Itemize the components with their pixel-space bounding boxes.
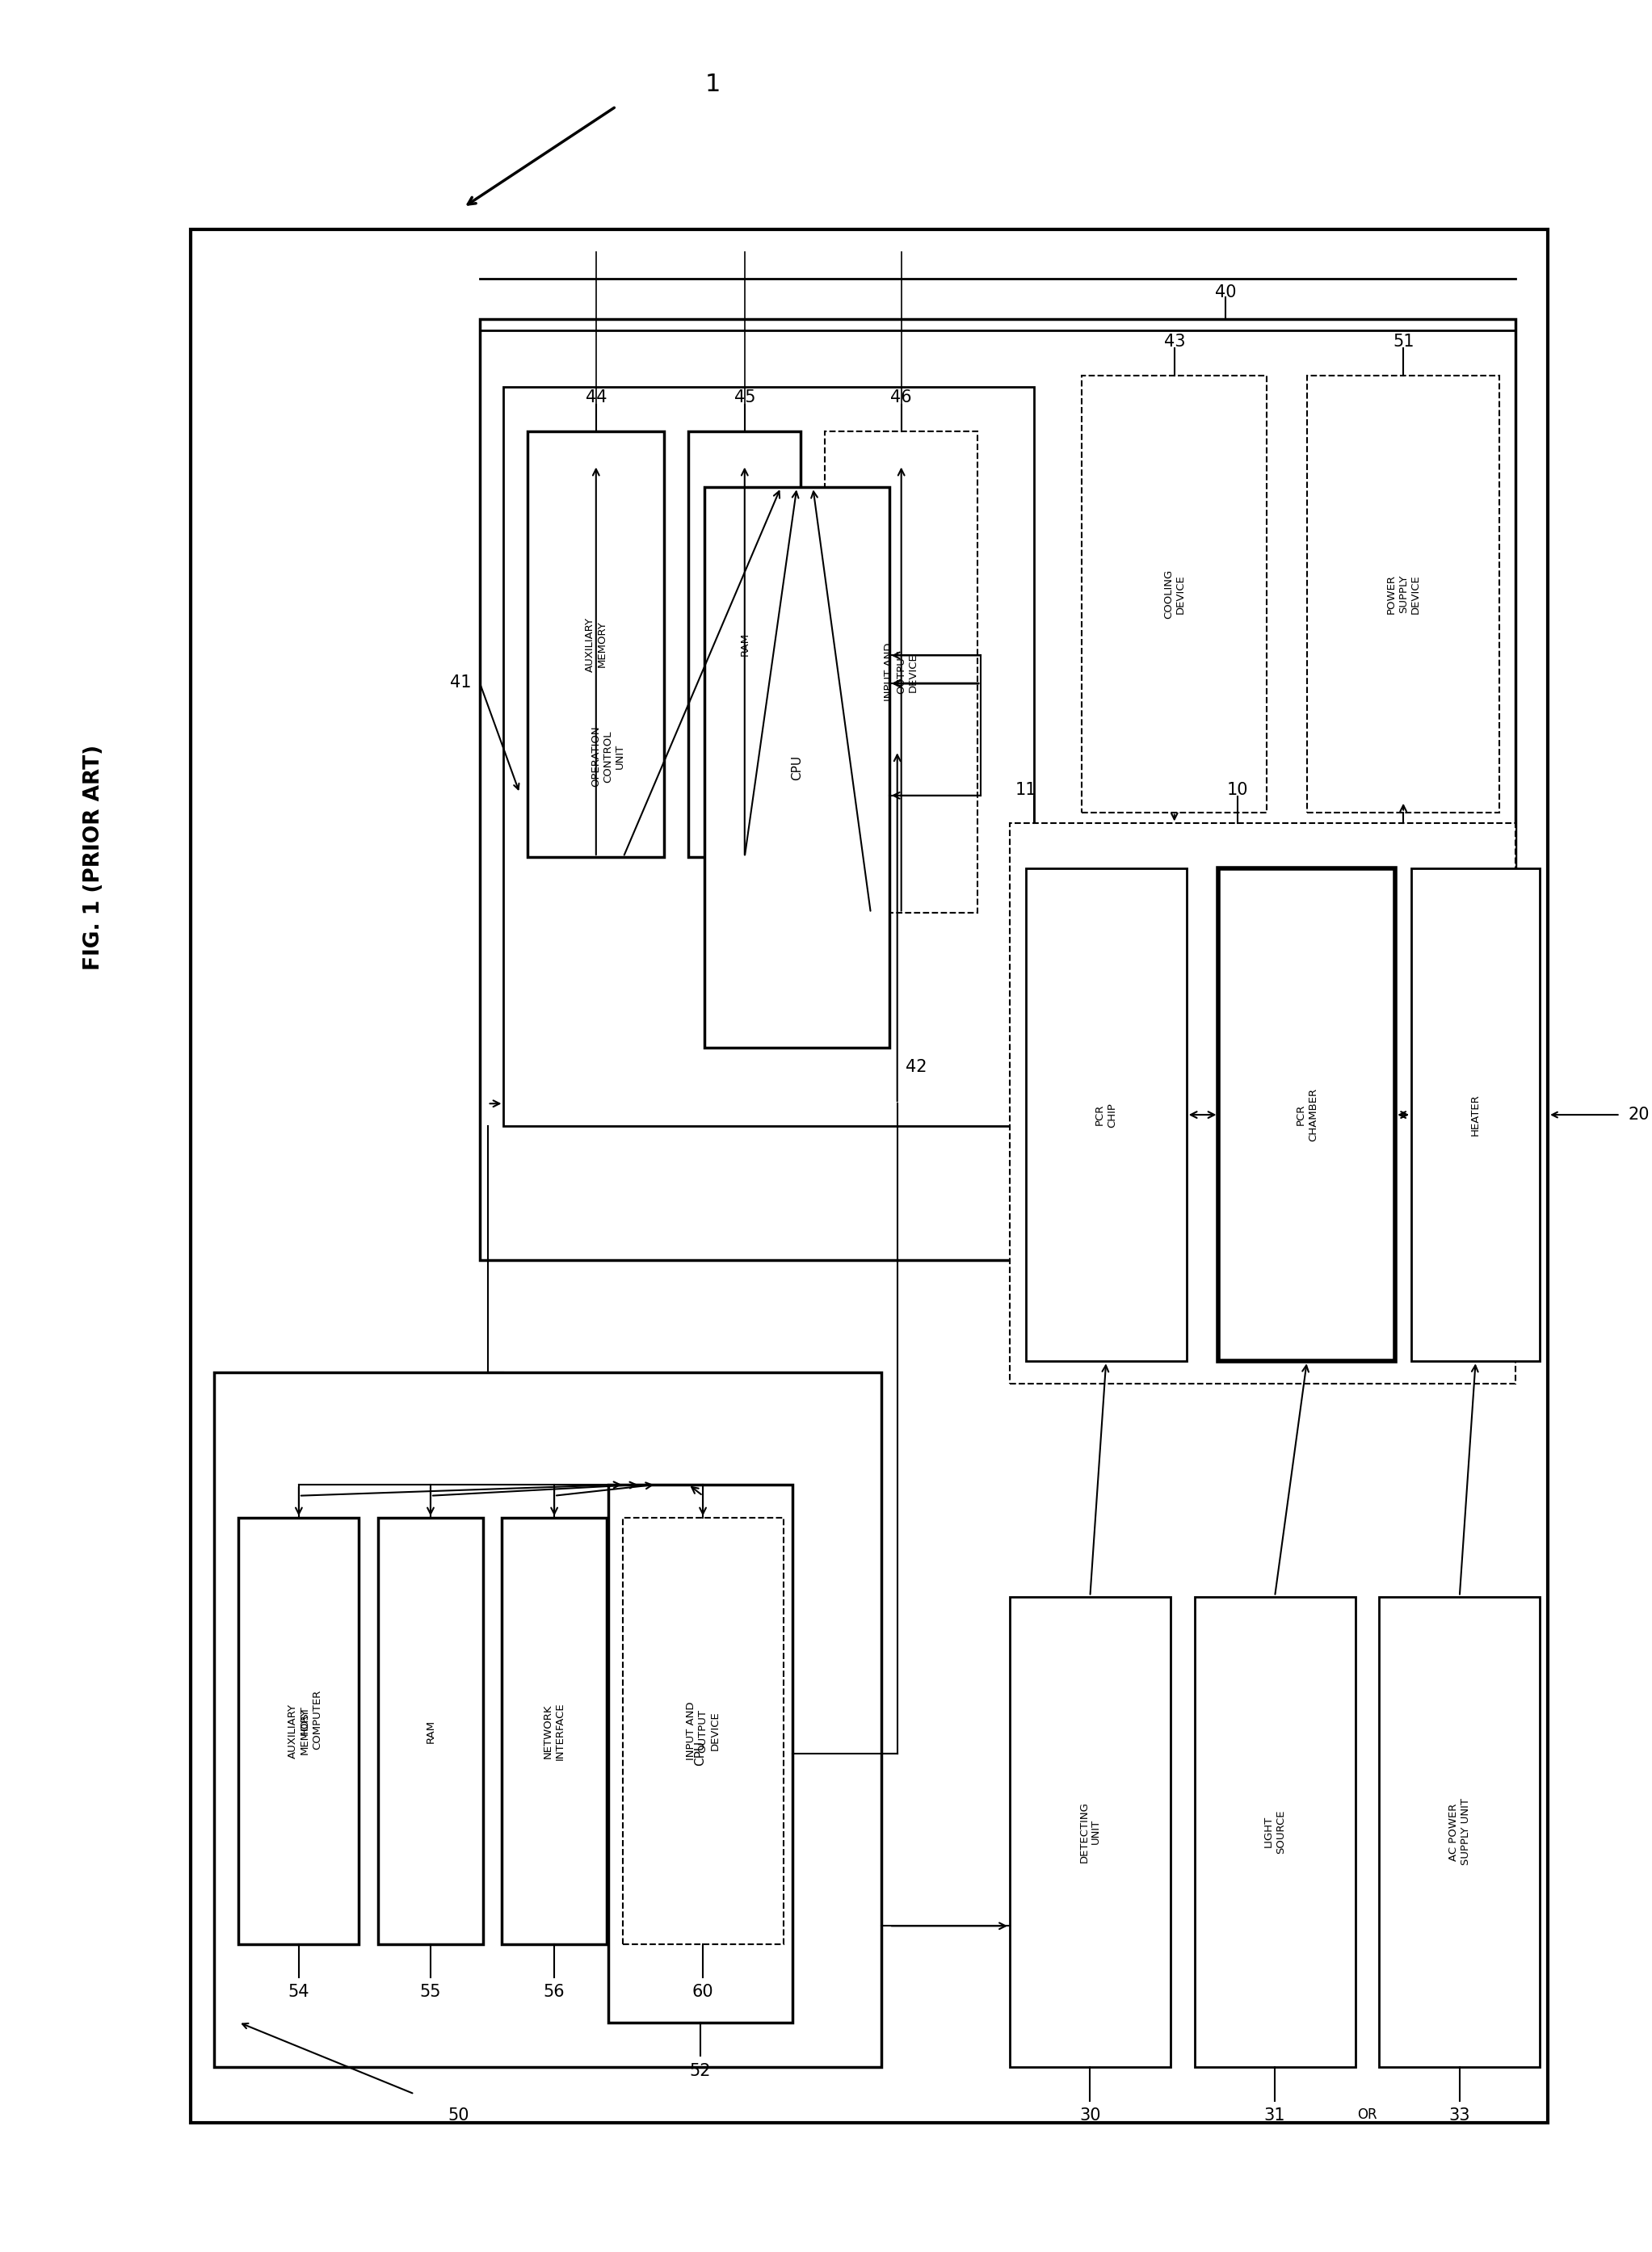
Text: CPU: CPU [791,754,803,779]
Text: 31: 31 [1264,2108,1285,2124]
Text: 50: 50 [448,2108,469,2124]
Bar [1379,1597,1540,2067]
Text: PCR
CHIP: PCR CHIP [1095,1101,1117,1128]
Text: FIG. 1 (PRIOR ART): FIG. 1 (PRIOR ART) [84,745,104,971]
Bar [527,432,664,858]
Bar [623,1518,783,1943]
Text: PCR
CHAMBER: PCR CHAMBER [1295,1088,1318,1142]
Text: NETWORK
INTERFACE: NETWORK INTERFACE [544,1703,565,1761]
Text: 46: 46 [890,390,912,405]
Text: 52: 52 [691,2063,710,2079]
Text: POWER
SUPPLY
DEVICE: POWER SUPPLY DEVICE [1386,574,1421,613]
Bar [215,1371,881,2067]
Text: HOST
COMPUTER: HOST COMPUTER [299,1689,322,1750]
Bar [504,387,1034,1126]
Text: AUXILIARY
MEMORY: AUXILIARY MEMORY [585,617,608,671]
Text: OR: OR [1358,2108,1378,2121]
Bar [1082,376,1267,813]
Text: RAM: RAM [740,633,750,655]
Bar [824,432,978,912]
Bar [479,320,1517,1261]
Text: DETECTING
UNIT: DETECTING UNIT [1079,1802,1102,1862]
Text: 41: 41 [449,673,471,691]
Bar [1307,376,1500,813]
Text: 44: 44 [585,390,606,405]
Text: LIGHT
SOURCE: LIGHT SOURCE [1264,1811,1287,1853]
Bar [1219,869,1396,1360]
Text: HEATER: HEATER [1470,1094,1480,1135]
Text: AC POWER
SUPPLY UNIT: AC POWER SUPPLY UNIT [1449,1799,1470,1865]
Text: 20: 20 [1629,1106,1650,1124]
Bar [689,432,801,858]
Text: 55: 55 [420,1984,441,2000]
Bar [238,1518,358,1943]
Bar [502,1518,606,1943]
Bar [704,486,889,1047]
Bar [1009,1597,1170,2067]
Text: 1: 1 [705,72,720,97]
Text: 10: 10 [1227,781,1249,797]
Text: 42: 42 [905,1058,927,1074]
Text: OPERATION
CONTROL
UNIT: OPERATION CONTROL UNIT [591,725,626,786]
Bar [190,230,1548,2124]
Text: 54: 54 [287,1984,309,2000]
Bar [608,1484,793,2022]
Bar [378,1518,482,1943]
Text: 56: 56 [544,1984,565,2000]
Text: INPUT AND
OUTPUT
DEVICE: INPUT AND OUTPUT DEVICE [884,644,919,703]
Text: 30: 30 [1079,2108,1100,2124]
Text: 51: 51 [1393,333,1414,349]
Bar [1026,869,1186,1360]
Text: 60: 60 [692,1984,714,2000]
Text: CPU: CPU [694,1741,707,1766]
Text: AUXILIARY
MEMORY: AUXILIARY MEMORY [287,1703,311,1759]
Text: 40: 40 [1214,284,1236,300]
Text: 33: 33 [1449,2108,1470,2124]
Text: 11: 11 [1014,781,1036,797]
Text: COOLING
DEVICE: COOLING DEVICE [1163,570,1186,619]
Text: 43: 43 [1163,333,1184,349]
Bar [1009,824,1517,1383]
Text: RAM: RAM [425,1718,436,1743]
Text: 45: 45 [733,390,755,405]
Bar [1411,869,1540,1360]
Bar [1194,1597,1355,2067]
Text: INPUT AND
OUTPUT
DEVICE: INPUT AND OUTPUT DEVICE [686,1703,720,1761]
